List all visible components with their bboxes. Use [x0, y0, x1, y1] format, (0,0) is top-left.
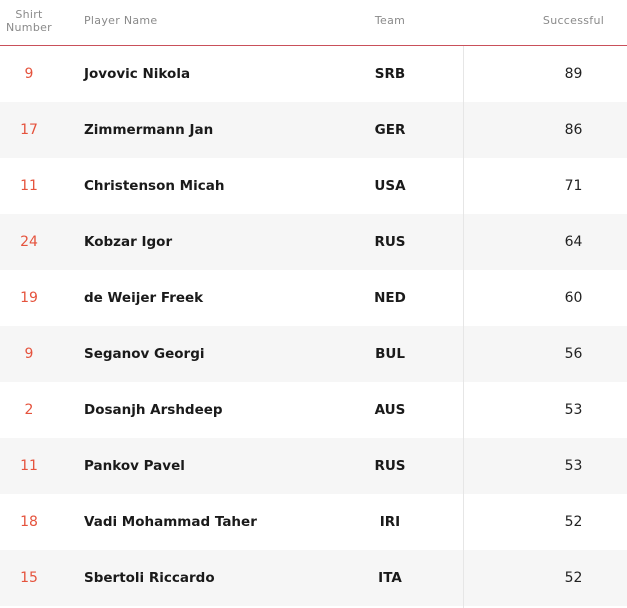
successful: 86: [564, 122, 583, 138]
team: ITA: [378, 570, 402, 586]
team: AUS: [374, 402, 406, 418]
table-header: Shirt Number Player Name Team Successful: [0, 0, 627, 46]
team: RUS: [374, 234, 406, 250]
successful: 89: [564, 66, 583, 82]
table-row: 19 de Weijer Freek NED 60: [0, 270, 627, 326]
player-name: Zimmermann Jan: [84, 122, 214, 138]
table-row: 17 Zimmermann Jan GER 86: [0, 102, 627, 158]
team: GER: [374, 122, 406, 138]
table-row: 11 Pankov Pavel RUS 53: [0, 438, 627, 494]
player-name: Seganov Georgi: [84, 346, 205, 362]
shirt-number: 2: [24, 402, 34, 418]
team: SRB: [374, 66, 406, 82]
column-header[interactable]: Successful: [542, 14, 605, 27]
successful: 53: [564, 458, 583, 474]
successful: 71: [564, 178, 583, 194]
team: IRI: [379, 514, 401, 530]
successful: 64: [564, 234, 583, 250]
player-name: Christenson Micah: [84, 178, 225, 194]
shirt-number: 18: [20, 514, 38, 530]
successful: 53: [564, 402, 583, 418]
table-row: 18 Vadi Mohammad Taher IRI 52: [0, 494, 627, 550]
table-row: 2 Dosanjh Arshdeep AUS 53: [0, 382, 627, 438]
table-row: 15 Sbertoli Riccardo ITA 52: [0, 550, 627, 606]
shirt-number: 17: [20, 122, 38, 138]
table-row: 11 Christenson Micah USA 71: [0, 158, 627, 214]
player-name: Sbertoli Riccardo: [84, 570, 215, 586]
player-name: Dosanjh Arshdeep: [84, 402, 223, 418]
team: NED: [374, 290, 406, 306]
player-name: Jovovic Nikola: [84, 66, 191, 82]
column-divider: [463, 46, 464, 608]
player-name: Kobzar Igor: [84, 234, 173, 250]
player-name: de Weijer Freek: [84, 290, 204, 306]
column-header[interactable]: Team: [374, 14, 406, 27]
player-name: Pankov Pavel: [84, 458, 185, 474]
shirt-number: 24: [20, 234, 38, 250]
shirt-number: 9: [24, 66, 34, 82]
shirt-number: 11: [20, 458, 38, 474]
shirt-number: 15: [20, 570, 38, 586]
successful: 52: [564, 570, 583, 586]
player-name: Vadi Mohammad Taher: [84, 514, 257, 530]
table-row: 24 Kobzar Igor RUS 64: [0, 214, 627, 270]
successful: 52: [564, 514, 583, 530]
table-row: 9 Seganov Georgi BUL 56: [0, 326, 627, 382]
team: BUL: [375, 346, 405, 362]
shirt-number: 19: [20, 290, 38, 306]
column-header[interactable]: Shirt Number: [6, 8, 52, 34]
column-header[interactable]: Player Name: [84, 14, 158, 27]
team: USA: [374, 178, 406, 194]
successful: 60: [564, 290, 583, 306]
shirt-number: 9: [24, 346, 34, 362]
shirt-number: 11: [20, 178, 38, 194]
team: RUS: [374, 458, 406, 474]
table-row: 9 Jovovic Nikola SRB 89: [0, 46, 627, 102]
successful: 56: [564, 346, 583, 362]
